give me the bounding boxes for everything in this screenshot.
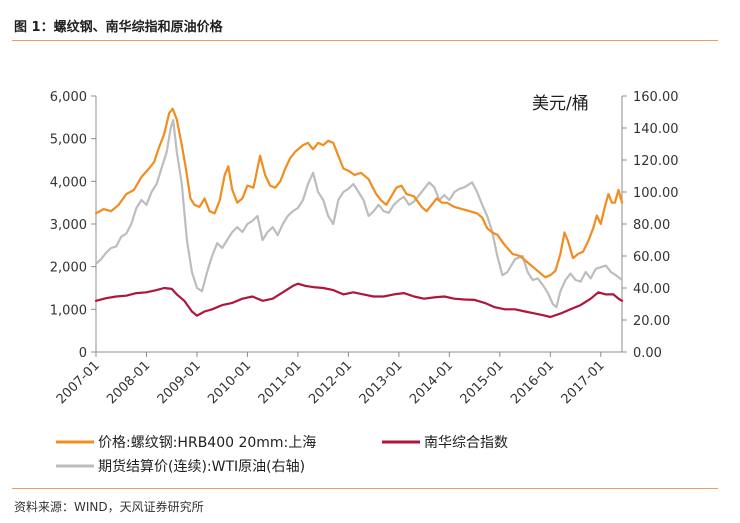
legend-label-wti: 期货结算价(连续):WTI原油(右轴) — [98, 458, 305, 475]
figure-title: 图 1：螺纹钢、南华综指和原油价格 — [14, 20, 223, 35]
x-axis-tick-label: 2017-01 — [559, 358, 608, 407]
series-line-nanhua — [94, 282, 624, 319]
series-line-rebar — [94, 107, 624, 279]
x-axis-tick-label: 2014-01 — [407, 358, 456, 407]
right-axis-tick-label: 160.00 — [633, 90, 679, 105]
right-axis-tick-label: 0.00 — [633, 346, 662, 361]
x-axis-tick-label: 2008-01 — [104, 358, 153, 407]
right-axis-tick-label: 100.00 — [633, 186, 679, 201]
legend-label-rebar: 价格:螺纹钢:HRB400 20mm:上海 — [98, 435, 316, 451]
x-axis-tick-label: 2015-01 — [458, 358, 507, 407]
left-axis-tick-label: 3,000 — [50, 218, 87, 233]
legend-label-nanhua: 南华综合指数 — [424, 435, 508, 451]
right-axis-tick-label: 60.00 — [633, 250, 670, 265]
series-line-wti — [94, 118, 624, 309]
source-note: 资料来源：WIND，天风证券研究所 — [14, 500, 204, 514]
right-axis-unit: 美元/桶 — [532, 94, 589, 114]
x-axis-tick-label: 2013-01 — [357, 358, 406, 407]
x-axis-tick-label: 2009-01 — [155, 358, 204, 407]
x-axis-tick-label: 2012-01 — [306, 358, 355, 407]
left-axis-tick-label: 2,000 — [50, 261, 87, 276]
right-axis-tick-label: 120.00 — [633, 154, 679, 169]
right-axis-tick-label: 140.00 — [633, 122, 679, 137]
right-axis-tick-label: 80.00 — [633, 218, 670, 233]
left-axis-tick-label: 5,000 — [50, 133, 87, 148]
x-axis-tick-label: 2007-01 — [54, 358, 103, 407]
x-axis-tick-label: 2011-01 — [256, 358, 305, 407]
x-axis-tick-label: 2016-01 — [508, 358, 557, 407]
left-axis-tick-label: 1,000 — [50, 303, 87, 318]
right-axis-tick-label: 40.00 — [633, 282, 670, 297]
chart-legend: 价格:螺纹钢:HRB400 20mm:上海 南华综合指数 期货结算价(连续):W… — [56, 435, 508, 475]
left-axis-tick-label: 4,000 — [50, 175, 87, 190]
left-axis-tick-label: 6,000 — [50, 90, 87, 105]
right-axis-tick-label: 20.00 — [633, 314, 670, 329]
x-axis-tick-label: 2010-01 — [205, 358, 254, 407]
bottom-divider — [12, 488, 718, 489]
left-axis-tick-label: 0 — [79, 346, 87, 361]
chart-series-layer — [94, 107, 624, 319]
top-divider — [12, 40, 718, 41]
